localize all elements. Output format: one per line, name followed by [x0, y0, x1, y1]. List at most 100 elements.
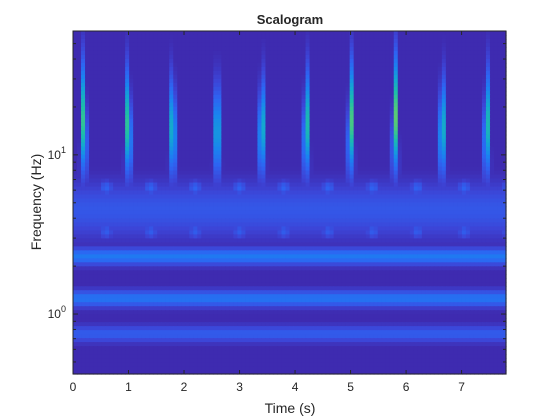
heatmap-cell [101, 118, 106, 124]
heatmap-cell [357, 138, 363, 144]
heatmap-cell [109, 214, 114, 220]
heatmap-cell [501, 94, 507, 100]
heatmap-cell [81, 202, 86, 208]
heatmap-cell [501, 90, 507, 96]
heatmap-cell [233, 94, 238, 100]
heatmap-cell [385, 158, 391, 164]
heatmap-cell [173, 110, 178, 116]
heatmap-cell [185, 194, 190, 200]
heatmap-cell [405, 62, 411, 68]
heatmap-cell [269, 146, 275, 152]
heatmap-cell [225, 122, 230, 128]
heatmap-cell [413, 110, 419, 116]
heatmap-cell [129, 210, 134, 216]
heatmap-cell [305, 66, 311, 72]
heatmap-cell [205, 31, 210, 36]
heatmap-cell [437, 142, 443, 148]
heatmap-cell [229, 158, 234, 164]
heatmap-cell [397, 202, 403, 208]
heatmap-cell [261, 130, 267, 136]
heatmap-cell [385, 114, 391, 120]
heatmap-cell [457, 198, 463, 204]
heatmap-cell [301, 90, 307, 96]
heatmap-cell [389, 154, 395, 160]
heatmap-cell [73, 31, 78, 36]
heatmap-cell [453, 186, 459, 192]
heatmap-cell [185, 58, 190, 64]
heatmap-cell [153, 194, 158, 200]
heatmap-cell [93, 190, 98, 196]
heatmap-cell [145, 38, 150, 44]
heatmap-cell [449, 114, 455, 120]
heatmap-cell [261, 190, 267, 196]
heatmap-cell [137, 178, 142, 184]
heatmap-cell [437, 62, 443, 68]
heatmap-cell [345, 86, 351, 92]
heatmap-cell [405, 166, 411, 172]
heatmap-cell [349, 202, 355, 208]
heatmap-cell [433, 130, 439, 136]
heatmap-cell [369, 110, 375, 116]
heatmap-cell [293, 146, 299, 152]
heatmap-cell [493, 102, 499, 108]
heatmap-cell [317, 58, 323, 64]
heatmap-cell [313, 130, 319, 136]
heatmap-cell [477, 198, 483, 204]
heatmap-cell [85, 54, 90, 60]
heatmap-cell [317, 146, 323, 152]
heatmap-cell [281, 94, 287, 100]
heatmap-cell [261, 98, 267, 104]
heatmap-cell [489, 134, 495, 140]
heatmap-cell [173, 98, 178, 104]
heatmap-cell [321, 66, 327, 72]
heatmap-cell [421, 202, 427, 208]
heatmap-cell [473, 78, 479, 84]
heatmap-cell [225, 134, 230, 140]
heatmap-cell [373, 162, 379, 168]
heatmap-cell [253, 118, 259, 124]
heatmap-cell [441, 102, 447, 108]
heatmap-cell [141, 50, 146, 56]
heatmap-cell [273, 102, 279, 108]
heatmap-cell [225, 106, 230, 112]
heatmap-cell [301, 42, 307, 48]
heatmap-cell [373, 154, 379, 160]
heatmap-cell [393, 106, 399, 112]
heatmap-cell [149, 146, 154, 152]
heatmap-cell [361, 198, 367, 204]
heatmap-cell [233, 190, 238, 196]
heatmap-cell [325, 186, 331, 192]
heatmap-cell [233, 82, 238, 88]
heatmap-cell [361, 54, 367, 60]
heatmap-cell [129, 170, 134, 176]
heatmap-cell [129, 70, 134, 76]
heatmap-cell [413, 74, 419, 80]
heatmap-cell [409, 82, 415, 88]
heatmap-cell [345, 130, 351, 136]
heatmap-cell [197, 194, 202, 200]
heatmap-cell [97, 78, 102, 84]
heatmap-cell [197, 210, 202, 216]
heatmap-cell [125, 74, 130, 80]
heatmap-cell [345, 70, 351, 76]
heatmap-cell [205, 206, 210, 212]
heatmap-cell [181, 106, 186, 112]
heatmap-cell [393, 31, 399, 36]
heatmap-cell [249, 34, 255, 40]
heatmap-cell [81, 178, 86, 184]
heatmap-cell [217, 138, 222, 144]
heatmap-cell [221, 182, 226, 188]
heatmap-cell [329, 198, 335, 204]
heatmap-cell [409, 202, 415, 208]
heatmap-cell [193, 62, 198, 68]
heatmap-cell [257, 126, 263, 132]
heatmap-cell [441, 142, 447, 148]
heatmap-cell [277, 138, 283, 144]
heatmap-cell [105, 46, 110, 52]
heatmap-cell [345, 118, 351, 124]
heatmap-cell [441, 210, 447, 216]
heatmap-cell [433, 126, 439, 132]
heatmap-cell [169, 102, 174, 108]
heatmap-cell [477, 66, 483, 72]
heatmap-cell [261, 62, 267, 68]
